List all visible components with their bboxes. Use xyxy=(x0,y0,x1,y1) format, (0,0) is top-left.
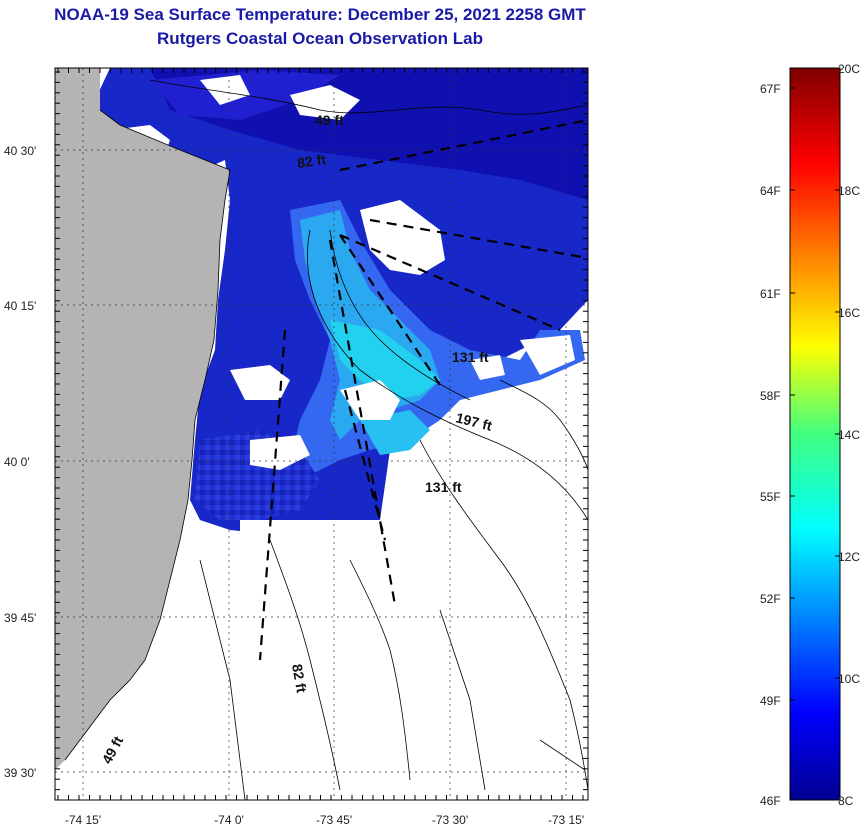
depth-label: 131 ft xyxy=(425,479,462,495)
grid-lines xyxy=(55,68,588,800)
lon-axis: -74 15' -74 0' -73 45' -73 30' -73 15' xyxy=(65,813,584,827)
lat-tick-label: 40 0' xyxy=(4,455,30,469)
c-label: 18C xyxy=(838,184,860,198)
bathymetry-contours xyxy=(64,79,588,800)
lat-tick-label: 39 45' xyxy=(4,611,36,625)
lon-tick-label: -74 0' xyxy=(214,813,244,827)
c-label: 8C xyxy=(838,794,854,808)
colorbar: 67F 64F 61F 58F 55F 52F 49F 46F 20C 18C … xyxy=(760,62,860,808)
frame-ticks xyxy=(55,68,588,801)
f-label: 67F xyxy=(760,82,781,96)
sst-map: 49 ft 82 ft 131 ft 197 ft 131 ft 82 ft 4… xyxy=(4,67,589,827)
cloud-gaps xyxy=(100,75,575,545)
map-frame xyxy=(54,67,589,801)
depth-label: 49 ft xyxy=(315,112,344,128)
lat-axis: 40 30' 40 15' 40 0' 39 45' 39 30' xyxy=(4,144,36,780)
f-label: 52F xyxy=(760,592,781,606)
map-title: NOAA-19 Sea Surface Temperature: Decembe… xyxy=(54,5,586,24)
dashed-transects xyxy=(258,118,588,661)
lon-tick-label: -74 15' xyxy=(65,813,101,827)
f-label: 58F xyxy=(760,389,781,403)
lat-tick-label: 40 30' xyxy=(4,144,36,158)
c-label: 16C xyxy=(838,306,860,320)
lon-tick-label: -73 30' xyxy=(432,813,468,827)
depth-label: 82 ft xyxy=(296,151,327,171)
f-label: 46F xyxy=(760,794,781,808)
f-label: 49F xyxy=(760,694,781,708)
c-label: 12C xyxy=(838,550,860,564)
f-label: 61F xyxy=(760,287,781,301)
colorbar-fahrenheit-labels: 67F 64F 61F 58F 55F 52F 49F 46F xyxy=(760,82,781,808)
land-mass xyxy=(55,68,230,770)
colorbar-celsius-labels: 20C 18C 16C 14C 12C 10C 8C xyxy=(838,62,860,808)
c-label: 20C xyxy=(838,62,860,76)
c-label: 14C xyxy=(838,428,860,442)
depth-label: 82 ft xyxy=(289,663,310,694)
colorbar-ticks xyxy=(790,87,840,701)
depth-label: 131 ft xyxy=(452,349,489,365)
colorbar-gradient xyxy=(789,67,841,801)
lon-tick-label: -73 45' xyxy=(316,813,352,827)
lat-tick-label: 40 15' xyxy=(4,299,36,313)
lat-tick-label: 39 30' xyxy=(4,766,36,780)
map-subtitle: Rutgers Coastal Ocean Observation Lab xyxy=(157,29,483,48)
lon-tick-label: -73 15' xyxy=(548,813,584,827)
c-label: 10C xyxy=(838,672,860,686)
f-label: 55F xyxy=(760,490,781,504)
f-label: 64F xyxy=(760,184,781,198)
